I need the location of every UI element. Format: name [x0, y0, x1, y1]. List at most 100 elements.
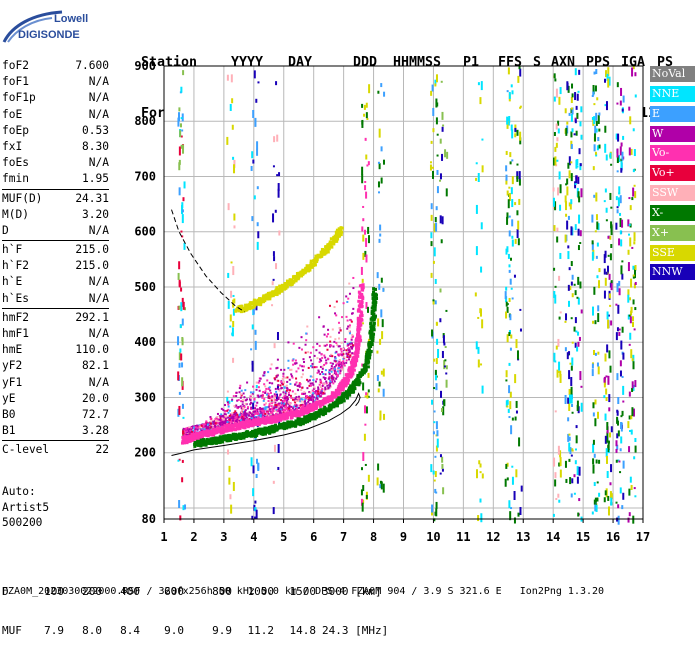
- noise-echo: [435, 501, 438, 509]
- trace-point-0: [220, 425, 224, 429]
- trace-point-2: [331, 242, 335, 246]
- trace-point-0: [336, 387, 340, 391]
- echo-point: [253, 419, 256, 422]
- echo-point: [278, 410, 281, 413]
- trace-point-2: [274, 288, 278, 292]
- trace-point-1: [245, 430, 249, 434]
- trace-point-1: [206, 439, 210, 443]
- legend-item-vo-: Vo-: [650, 145, 695, 162]
- echo-point: [301, 369, 304, 372]
- trace-point-1: [351, 382, 355, 386]
- noise-echo: [366, 392, 369, 399]
- trace-point-2: [332, 239, 336, 243]
- echo-point: [311, 362, 314, 365]
- trace-point-1: [290, 424, 294, 428]
- trace-point-0: [354, 356, 358, 360]
- noise-echo: [621, 375, 624, 378]
- echo-point: [291, 398, 294, 401]
- muf-value: 14.8: [289, 624, 317, 637]
- trace-point-1: [372, 302, 376, 306]
- trace-point-0: [243, 423, 247, 427]
- trace-point-0: [241, 424, 245, 428]
- trace-point-1: [267, 427, 271, 431]
- trace-point-0: [240, 422, 244, 426]
- trace-point-1: [313, 417, 317, 421]
- echo-point: [263, 403, 266, 406]
- echo-point: [205, 426, 208, 429]
- trace-point-1: [352, 380, 356, 384]
- noise-echo: [617, 504, 620, 509]
- trace-point-1: [257, 427, 261, 431]
- noise-echo: [380, 146, 383, 152]
- echo-point: [336, 373, 339, 376]
- echo-point: [324, 362, 327, 365]
- echo-point: [254, 407, 257, 410]
- trace-point-0: [199, 431, 203, 435]
- echo-point: [215, 425, 218, 428]
- trace-point-1: [265, 426, 269, 430]
- trace-point-0: [344, 378, 348, 382]
- trace-point-2: [331, 241, 335, 245]
- trace-point-0: [294, 411, 298, 415]
- echo-point: [323, 392, 326, 395]
- trace-point-1: [347, 392, 351, 396]
- trace-point-1: [208, 438, 212, 442]
- echo-point: [288, 409, 291, 412]
- echo-point: [319, 365, 322, 368]
- trace-point-1: [196, 440, 200, 444]
- trace-point-2: [306, 269, 310, 273]
- echo-point: [226, 422, 229, 425]
- trace-point-2: [301, 272, 305, 276]
- echo-point: [351, 352, 354, 355]
- echo-point: [296, 384, 299, 387]
- trace-point-0: [225, 429, 229, 433]
- trace-point-0: [340, 382, 344, 386]
- echo-point: [311, 398, 314, 401]
- trace-point-1: [344, 390, 348, 394]
- noise-echo: [379, 484, 382, 489]
- trace-point-1: [309, 413, 313, 417]
- trace-point-1: [364, 368, 368, 372]
- echo-point: [300, 400, 303, 403]
- trace-point-0: [307, 410, 311, 414]
- echo-point: [268, 403, 271, 406]
- trace-point-1: [341, 392, 345, 396]
- trace-point-2: [289, 283, 293, 287]
- echo-point: [347, 347, 350, 350]
- trace-point-2: [281, 284, 285, 288]
- trace-point-0: [227, 424, 231, 428]
- noise-echo: [605, 388, 608, 395]
- echo-point: [337, 353, 340, 356]
- echo-point: [201, 433, 204, 436]
- echo-point: [343, 362, 346, 365]
- noise-echo: [570, 226, 573, 236]
- trace-point-1: [369, 334, 373, 338]
- echo-point: [223, 423, 226, 426]
- echo-point: [335, 377, 338, 380]
- trace-point-1: [262, 428, 266, 432]
- trace-point-1: [223, 436, 227, 440]
- trace-point-0: [326, 400, 330, 404]
- echo-point: [268, 404, 271, 407]
- echo-point: [274, 378, 277, 381]
- trace-point-1: [355, 382, 359, 386]
- noise-echo: [570, 161, 573, 164]
- echo-point: [348, 353, 351, 356]
- trace-point-0: [277, 414, 281, 418]
- echo-point: [217, 422, 220, 425]
- echo-point: [227, 419, 230, 422]
- trace-point-0: [358, 295, 362, 299]
- noise-echo: [606, 439, 609, 443]
- noise-echo: [608, 350, 611, 359]
- muf-value: 9.0: [164, 624, 184, 637]
- echo-point: [280, 399, 283, 402]
- echo-point: [275, 406, 278, 409]
- echo-point: [261, 415, 264, 418]
- echo-point: [203, 431, 206, 434]
- x-tick-label: 9: [400, 530, 407, 544]
- noise-echo: [475, 204, 478, 214]
- trace-point-0: [192, 436, 196, 440]
- echo-point: [253, 409, 256, 412]
- noise-echo: [376, 477, 379, 486]
- muf-value: 9.9: [212, 624, 232, 637]
